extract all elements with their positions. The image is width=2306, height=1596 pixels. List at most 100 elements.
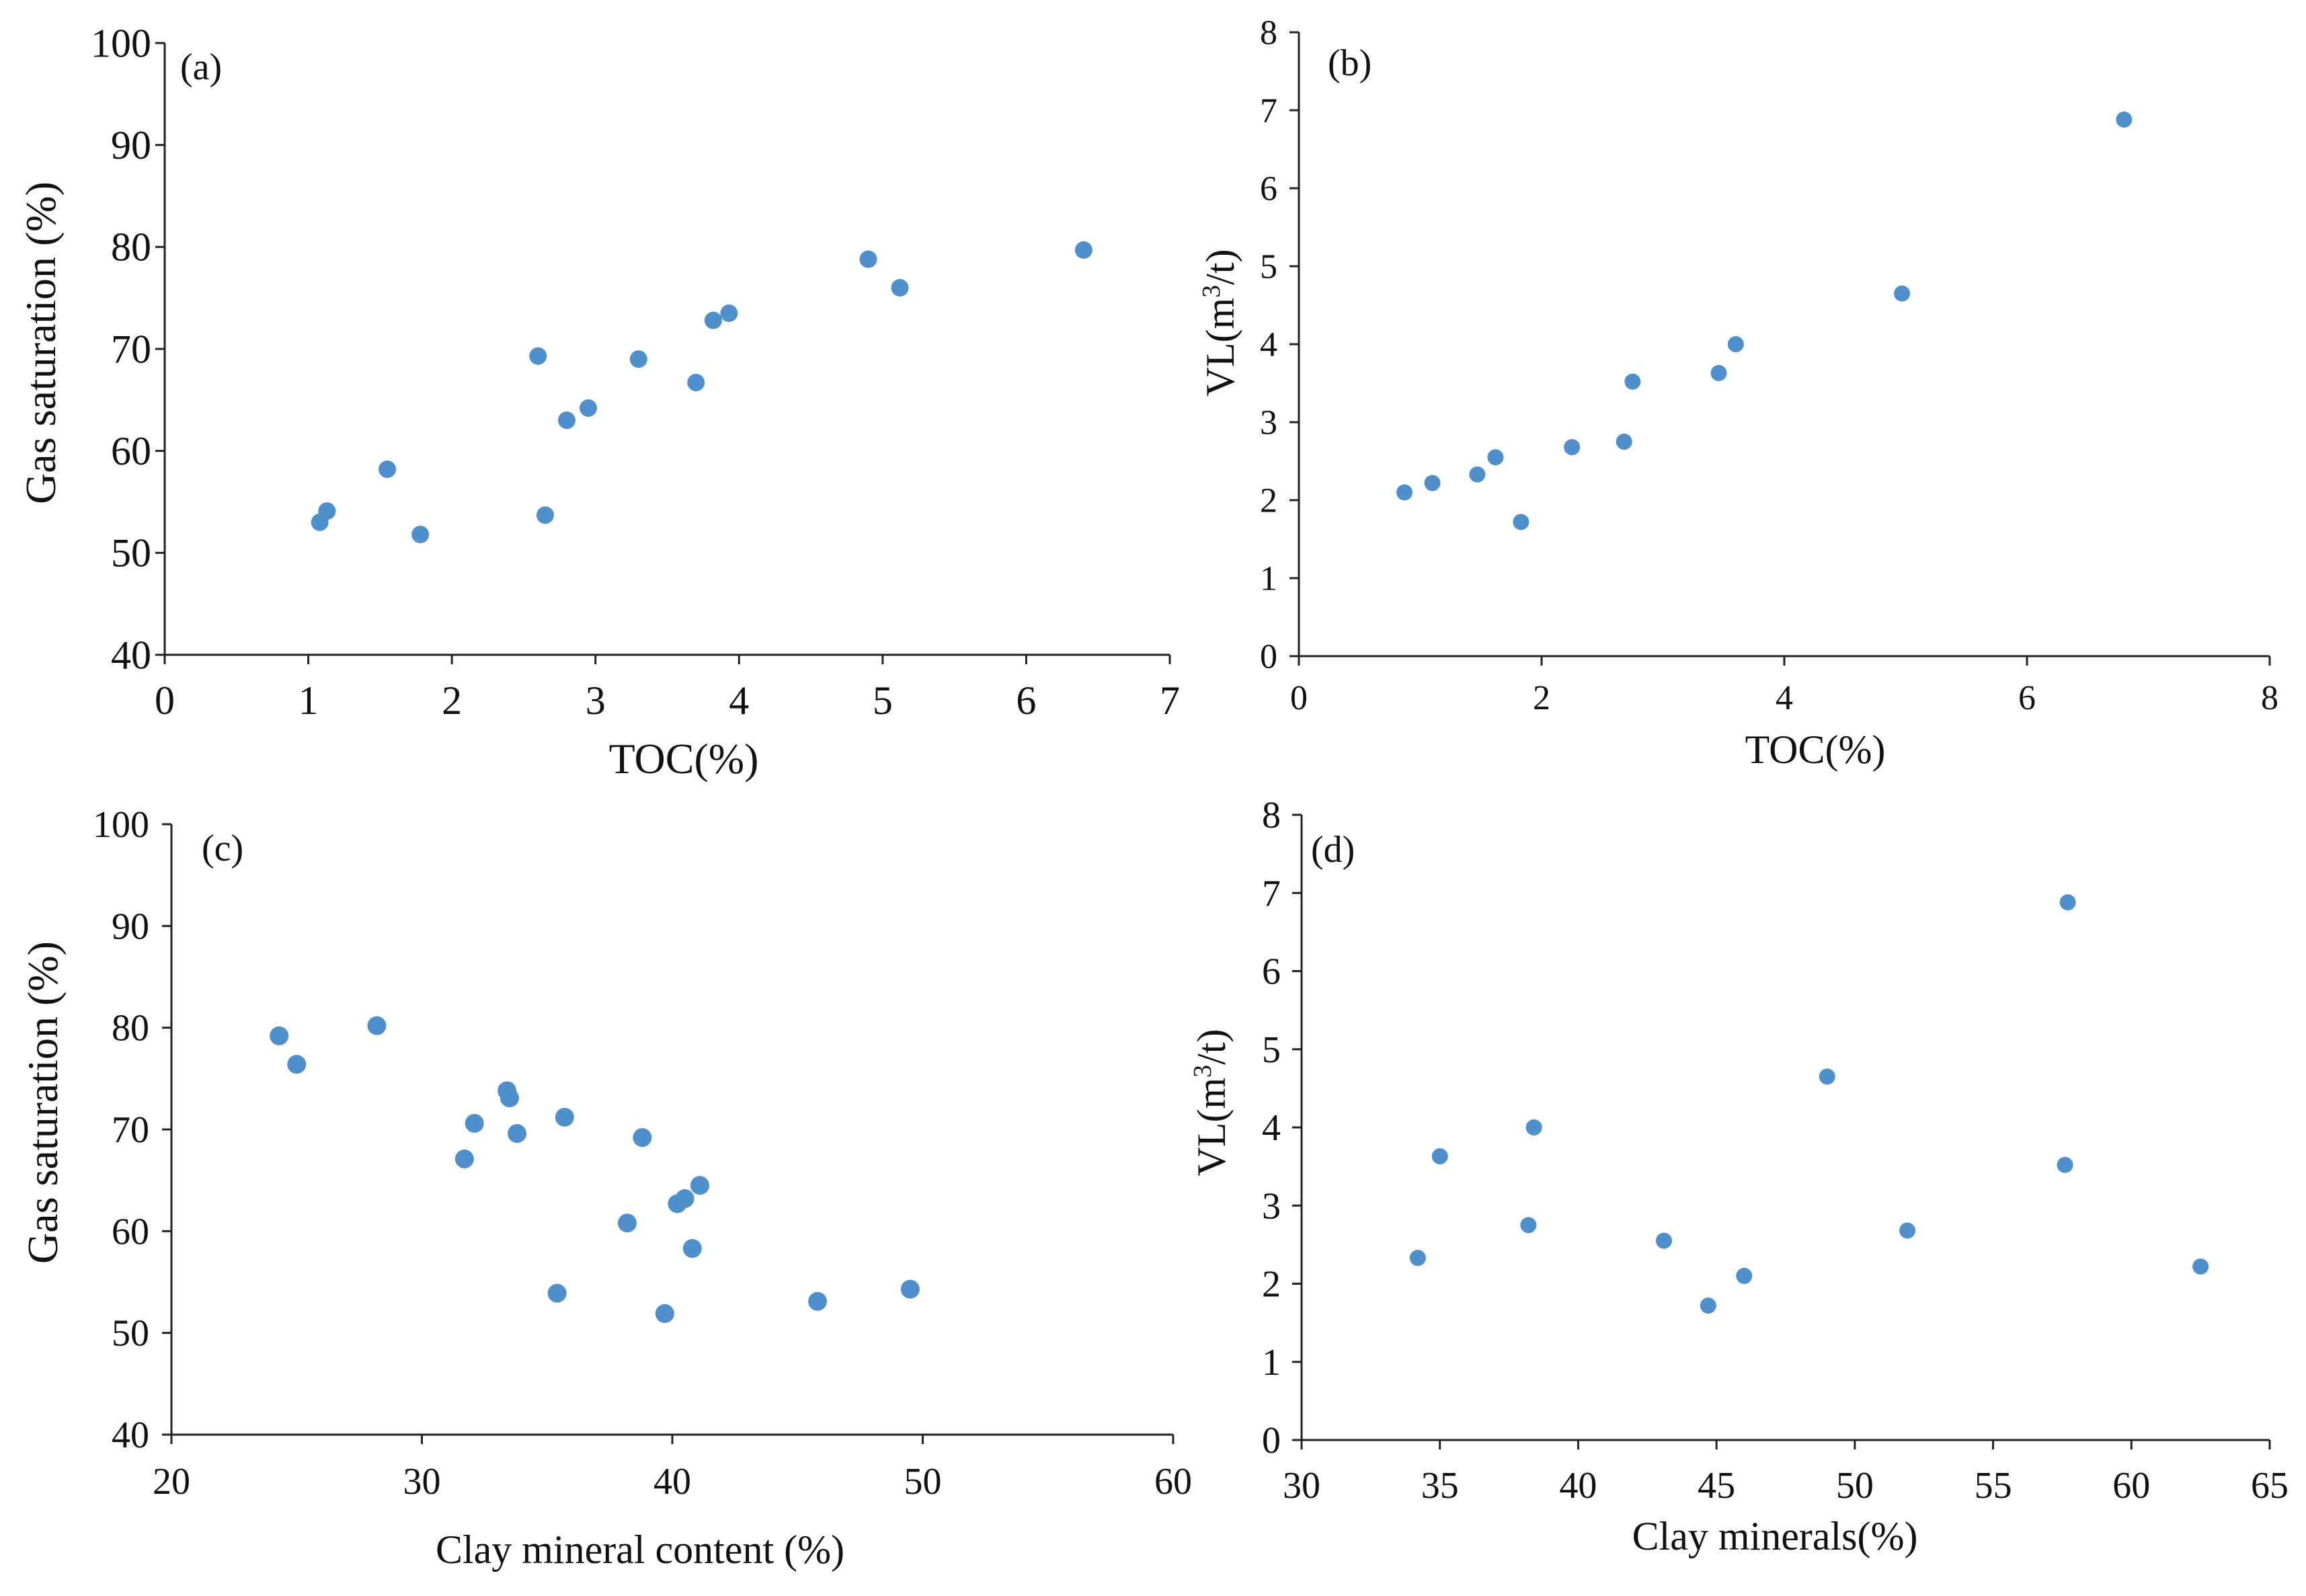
panel-c-y-tick-label: 80 [112,1008,149,1049]
panel-b-data-point [1624,373,1641,390]
panel-b-data-point [1564,439,1581,456]
panel-d-y-tick-label: 6 [1262,951,1281,993]
panel-c-x-tick-label: 30 [403,1461,441,1503]
panel-c-y-tick-label: 90 [112,906,149,947]
panel-c-x-tick-label: 60 [1154,1461,1192,1503]
panel-c-data-point [270,1026,289,1045]
panel-b-data-point [1727,336,1744,352]
panel-d-y-tick-label: 5 [1262,1029,1281,1071]
panel-a-data-point [529,347,547,365]
panel-c-x-tick-label: 40 [653,1461,691,1503]
panel-a-points [311,241,1092,544]
panel-c-y-axis-title: Gas saturation (%) [19,941,67,1264]
panel-d-data-point [1409,1250,1426,1267]
panel-b-x-ticks: 0 2 4 6 8 [1290,656,2278,717]
panel-a-data-point [704,311,722,329]
panel-b-x-tick-label: 6 [2018,679,2036,717]
panel-d-data-point [2192,1258,2209,1275]
panel-a-data-point [318,502,336,520]
panel-b-y-tick-label: 1 [1260,560,1277,598]
panel-b-points [1396,111,2133,530]
panel-d-data-point [2057,1156,2073,1173]
panel-a-data-point [859,250,877,268]
panel-a-y-tick-label: 40 [111,633,151,677]
panel-a-x-tick-label: 3 [586,678,606,723]
panel-d-data-point [1736,1267,1753,1284]
panel-a-data-point [379,460,397,478]
panel-a-y-tick-label: 70 [111,327,151,371]
panel-a-x-tick-label: 5 [873,678,893,723]
panel-d-x-ticks: 30 35 40 45 50 55 60 65 [1283,1440,2289,1507]
panel-b-data-point [2116,111,2133,128]
panel-c-data-point [900,1279,920,1299]
panel-b-y-ticks: 0 1 2 3 4 5 6 7 8 [1260,14,1299,676]
panel-a-y-tick-label: 90 [111,123,151,167]
panel-a-y-tick-label: 60 [111,429,151,473]
panel-d-x-tick-label: 65 [2251,1465,2289,1507]
panel-c-data-point [547,1283,567,1303]
panel-d-x-tick-label: 60 [2112,1465,2150,1507]
panel-b-y-tick-label: 2 [1260,482,1277,520]
panel-a: 40 50 60 70 80 90 100 0 1 2 3 4 5 6 7 (a) TOC(%) Gas … [17,21,1180,783]
panel-a-x-tick-label: 6 [1016,678,1036,723]
panel-d-y-tick-label: 8 [1262,795,1281,836]
panel-a-x-tick-label: 4 [729,678,749,723]
panel-c-data-point [808,1291,828,1311]
panel-c-y-tick-label: 100 [93,804,149,846]
panel-b-y-axis-title: VL(m3/t) [1197,249,1242,397]
panel-a-x-tick-label: 0 [155,678,175,723]
panel-c-data-point [555,1107,574,1127]
panel-a-data-point [720,304,738,322]
panel-b-data-point [1424,475,1441,491]
panel-d-x-tick-label: 40 [1559,1465,1597,1507]
panel-c: 40 50 60 70 80 90 100 20 30 40 50 60 (c) Clay mine… [19,804,1192,1572]
panel-b-y-tick-label: 4 [1260,326,1277,364]
panel-d-data-point [1520,1217,1537,1234]
panel-a-data-point [411,526,430,544]
panel-a-label: (a) [180,46,222,88]
panel-d-y-tick-label: 7 [1262,873,1281,914]
panel-b-x-tick-label: 0 [1290,679,1308,717]
panel-d-x-tick-label: 50 [1836,1465,1874,1507]
panel-d-data-point [2059,894,2076,911]
panel-a-y-tick-label: 50 [111,531,151,575]
panel-a-data-point [1074,241,1092,259]
panel-a-data-point [580,399,598,417]
panel-a-data-point [558,411,575,430]
panel-a-x-tick-label: 7 [1160,678,1180,723]
panel-c-data-point [367,1016,387,1035]
panel-d-data-point [1431,1148,1448,1165]
panel-a-data-point [629,350,647,368]
panel-a-x-axis-title: TOC(%) [609,735,759,783]
panel-b-data-point [1513,514,1529,530]
panel-a-y-ticks: 40 50 60 70 80 90 100 [91,21,165,677]
panel-b-y-tick-label: 6 [1260,170,1277,208]
panel-c-data-point [508,1124,527,1144]
panel-c-data-point [682,1239,702,1259]
panel-d-data-point [1525,1119,1542,1135]
panel-c-x-tick-label: 20 [153,1461,190,1503]
panel-d-label: (d) [1311,829,1355,871]
panel-b-label: (b) [1328,42,1371,84]
panel-d-y-tick-label: 3 [1262,1185,1281,1227]
panel-d-y-tick-label: 1 [1262,1342,1281,1384]
panel-c-label: (c) [202,828,243,869]
panel-c-points [270,1016,920,1323]
panel-b-x-tick-label: 8 [2261,679,2278,717]
panel-d-x-tick-label: 30 [1283,1465,1320,1507]
panel-a-data-point [687,374,705,392]
panel-c-y-tick-label: 70 [112,1109,149,1151]
panel-d-y-axis-title: VL(m3/t) [1189,1029,1234,1176]
panel-b-y-tick-label: 7 [1260,92,1277,130]
panel-b-data-point [1469,466,1486,483]
panel-c-y-tick-label: 40 [112,1414,149,1456]
panel-d-data-point [1655,1232,1672,1249]
panel-b-x-axis-title: TOC(%) [1745,727,1886,772]
panel-b-y-tick-label: 0 [1260,638,1277,676]
panel-b-x-tick-label: 2 [1533,679,1550,717]
panel-a-data-point [536,506,554,524]
panel-c-data-point [633,1128,652,1148]
panel-b-y-tick-label: 5 [1260,248,1277,286]
panel-a-x-tick-label: 1 [299,678,319,723]
panel-c-data-point [655,1304,674,1323]
